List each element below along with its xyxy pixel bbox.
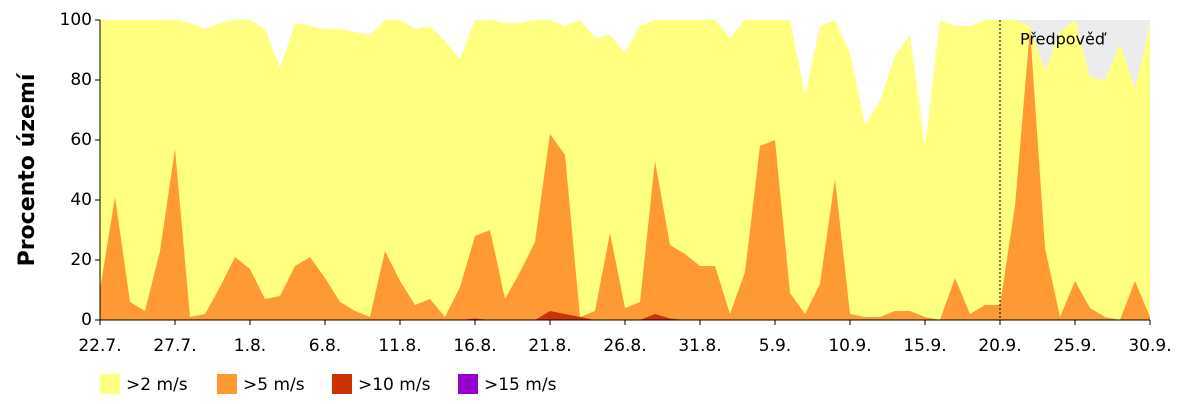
x-tick-label: 25.9.: [1053, 336, 1096, 356]
x-tick-label: 11.8.: [378, 336, 421, 356]
legend-swatch: [217, 374, 237, 394]
x-tick-label: 6.8.: [309, 336, 341, 356]
x-tick-label: 5.9.: [759, 336, 791, 356]
area: [100, 20, 1150, 320]
legend-label: >2 m/s: [126, 375, 188, 395]
y-tick-label: 100: [60, 10, 92, 30]
x-tick-label: 26.8.: [603, 336, 646, 356]
legend-label: >5 m/s: [243, 375, 305, 395]
x-tick-label: 10.9.: [828, 336, 871, 356]
legend-label: >15 m/s: [484, 375, 557, 395]
y-tick-label: 80: [70, 70, 92, 90]
x-tick-label: 22.7.: [78, 336, 121, 356]
legend-swatch: [100, 374, 120, 394]
y-tick-label: 0: [81, 310, 92, 330]
y-tick-label: 60: [70, 130, 92, 150]
x-tick-label: 20.9.: [978, 336, 1021, 356]
x-tick-label: 27.7.: [153, 336, 196, 356]
x-tick-label: 15.9.: [903, 336, 946, 356]
legend-swatch: [332, 374, 352, 394]
x-tick-label: 21.8.: [528, 336, 571, 356]
x-tick-label: 1.8.: [234, 336, 266, 356]
x-tick-label: 16.8.: [453, 336, 496, 356]
legend-label: >10 m/s: [358, 375, 431, 395]
y-tick-label: 40: [70, 190, 92, 210]
area: [100, 29, 1150, 320]
x-tick-label: 30.9.: [1128, 336, 1171, 356]
y-axis-label: Procento území: [15, 72, 40, 266]
y-tick-label: 20: [70, 250, 92, 270]
forecast-label: Předpověď: [1020, 30, 1107, 49]
x-tick-label: 31.8.: [678, 336, 721, 356]
legend-swatch: [458, 374, 478, 394]
